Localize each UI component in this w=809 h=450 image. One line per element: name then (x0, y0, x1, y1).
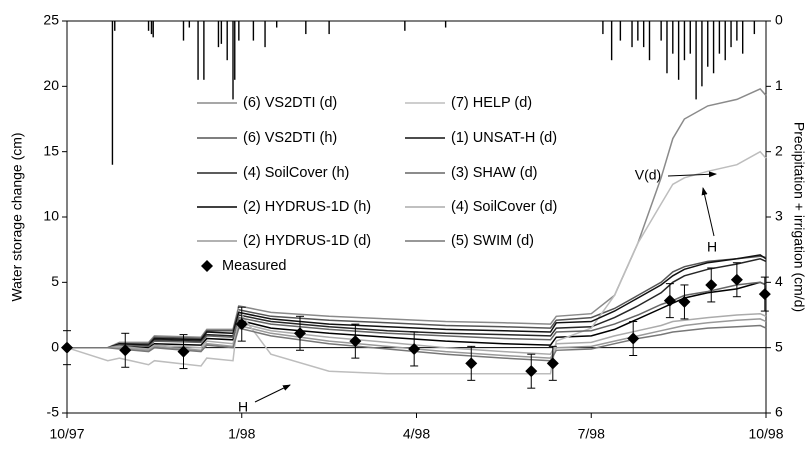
legend-label: (5) SWIM (d) (451, 233, 534, 249)
y-tick-label: 10 (43, 208, 59, 224)
series-line (67, 87, 767, 349)
annotation-arrow (667, 171, 717, 178)
legend-label: Measured (222, 258, 286, 274)
series-line (67, 318, 767, 359)
y2-tick-label: 0 (775, 12, 783, 28)
annotation-arrow (254, 384, 291, 403)
legend-label: (3) SHAW (d) (451, 165, 537, 181)
y2-tick-label: 3 (775, 208, 783, 224)
series-line (67, 281, 767, 349)
y-tick-label: -5 (47, 404, 60, 420)
annotation: V(d) (635, 167, 661, 183)
x-tick-label: 7/98 (578, 426, 605, 442)
measured-point (663, 294, 676, 307)
measured-point (678, 295, 691, 308)
legend-label: (4) SoilCover (h) (243, 165, 349, 181)
series-line (67, 255, 767, 349)
series-line (67, 312, 767, 355)
measured-point (730, 273, 743, 286)
measured-point (465, 357, 478, 370)
series-line (67, 324, 767, 362)
legend-label: (6) VS2DTI (d) (243, 95, 337, 111)
series-line (67, 254, 767, 349)
y2-axis-label: Precipitation + irrigation (cm/d) (791, 122, 807, 312)
measured-point (408, 342, 421, 355)
legend-label: (4) SoilCover (d) (451, 199, 557, 215)
measured-point (61, 341, 73, 354)
y2-tick-label: 4 (775, 273, 783, 289)
legend-label: (1) UNSAT-H (d) (451, 130, 557, 146)
y-tick-label: 0 (51, 338, 59, 354)
y-tick-label: 20 (43, 77, 59, 93)
measured-point (627, 332, 640, 345)
measured-point (705, 278, 718, 291)
y2-tick-label: 6 (775, 404, 783, 420)
y-tick-label: 25 (43, 12, 59, 28)
measured-point (525, 365, 538, 378)
x-tick-label: 4/98 (403, 426, 430, 442)
legend-label: (2) HYDRUS-1D (d) (243, 233, 371, 249)
annotation-arrow (701, 187, 715, 237)
x-tick-label: 10/98 (748, 426, 783, 442)
measured-point (177, 345, 190, 358)
legend-swatch (201, 260, 213, 272)
legend-label: (6) VS2DTI (h) (243, 130, 337, 146)
series-line (67, 258, 767, 349)
measured-point (758, 288, 771, 301)
measured-point (294, 327, 306, 340)
annotation: H (707, 239, 717, 255)
y2-tick-label: 1 (775, 77, 783, 93)
measured-point (546, 357, 559, 370)
y-tick-label: 5 (51, 273, 59, 289)
series-line (66, 150, 767, 375)
x-tick-label: 1/98 (228, 426, 255, 442)
plot-frame (66, 20, 767, 414)
legend-label: (2) HYDRUS-1D (h) (243, 199, 371, 215)
y-axis-label: Water storage change (cm) (9, 132, 25, 301)
measured-point (119, 344, 132, 357)
y-tick-label: 15 (43, 142, 59, 158)
x-tick-label: 10/97 (49, 426, 84, 442)
legend-label: (7) HELP (d) (451, 95, 532, 111)
measured-point (349, 335, 362, 348)
y2-tick-label: 5 (775, 338, 783, 354)
measured-point (235, 318, 248, 331)
y2-tick-label: 2 (775, 142, 783, 158)
annotation: H (238, 399, 248, 415)
